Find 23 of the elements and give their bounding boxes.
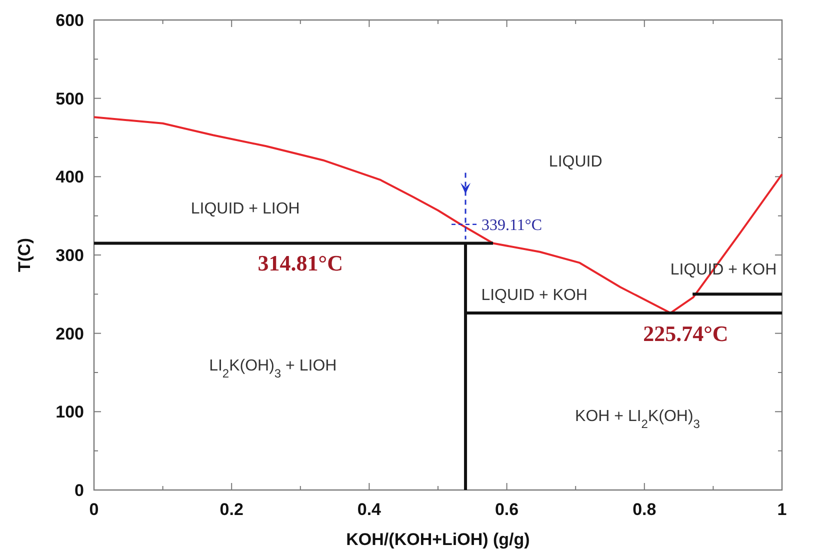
y-tick-label: 600 xyxy=(56,10,84,30)
y-axis-title: T(C) xyxy=(15,238,34,272)
x-axis-title: KOH/(KOH+LiOH) (g/g) xyxy=(346,530,530,549)
annotation: LIQUID + LIOH xyxy=(190,200,300,218)
x-tick-label: 1 xyxy=(777,500,787,519)
annotation: LIQUID xyxy=(548,154,602,171)
annotation: LI$_{2}$K(OH)$_{3}$ + LIOH xyxy=(209,357,337,380)
annotation: 314.81°C xyxy=(258,250,343,276)
y-tick-label: 300 xyxy=(56,246,84,265)
x-tick-label: 0.8 xyxy=(632,500,656,519)
y-tick-label: 0 xyxy=(74,480,84,500)
annotation: 339.11°C xyxy=(482,216,542,234)
annotation: LIQUID + KOH xyxy=(481,286,588,304)
x-tick-label: 0 xyxy=(89,500,99,519)
y-tick-label: 500 xyxy=(56,89,84,108)
x-tick-label: 0.4 xyxy=(357,500,382,519)
x-tick-label: 0.6 xyxy=(494,500,519,519)
y-tick-label: 100 xyxy=(56,402,84,422)
annotation: 225.74°C xyxy=(643,321,728,346)
annotation: KOH + LI$_{2}$K(OH)$_{3}$ xyxy=(575,408,700,432)
y-tick-label: 400 xyxy=(56,168,84,187)
y-tick-label: 200 xyxy=(56,324,84,344)
x-tick-label: 0.2 xyxy=(220,500,244,519)
